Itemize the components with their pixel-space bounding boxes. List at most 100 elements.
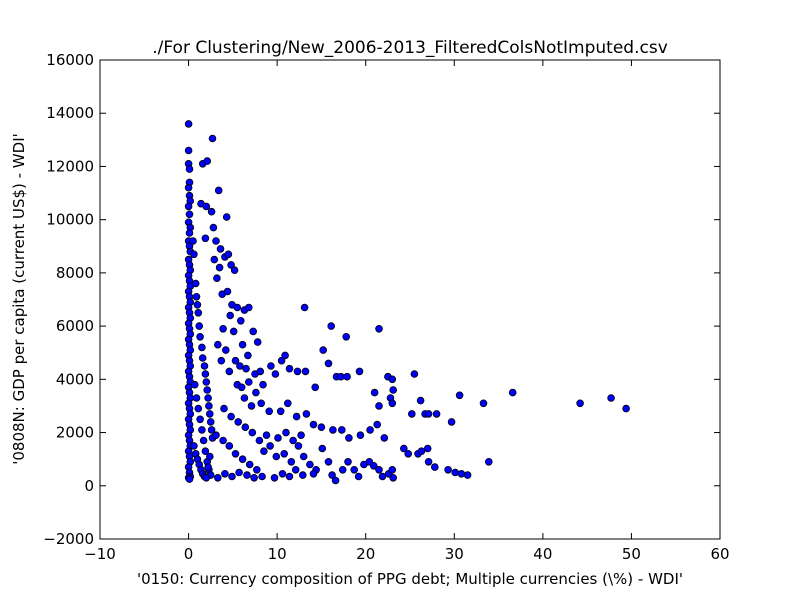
data-point [281, 351, 289, 360]
data-point [202, 202, 211, 211]
data-point [214, 186, 223, 195]
data-point [378, 472, 387, 481]
data-point [455, 391, 464, 400]
x-tick-label: 30 [445, 545, 464, 563]
y-tick-label: 4000 [56, 370, 94, 388]
data-point [212, 431, 220, 440]
data-point [388, 399, 397, 408]
data-point [214, 473, 222, 482]
data-point [191, 279, 200, 288]
data-point [201, 447, 210, 456]
data-point [289, 436, 297, 445]
data-point [423, 444, 432, 453]
data-point [285, 472, 294, 481]
data-point [380, 434, 389, 442]
data-point [192, 292, 201, 301]
data-point [224, 250, 233, 259]
data-point [271, 370, 280, 378]
chart-title: ./For Clustering/New_2006-2013_FilteredC… [152, 38, 668, 58]
data-point [417, 447, 426, 456]
data-point [258, 472, 266, 481]
data-point [607, 394, 615, 402]
data-point [198, 354, 207, 362]
data-point [190, 250, 198, 259]
data-point [216, 245, 225, 253]
data-point [233, 303, 242, 312]
data-point [190, 442, 198, 450]
data-point [300, 303, 309, 312]
data-point [229, 327, 238, 336]
data-point [293, 367, 302, 376]
data-point [225, 442, 234, 450]
data-point [222, 213, 231, 221]
data-point [306, 460, 314, 469]
data-point [185, 229, 194, 237]
data-point [366, 426, 374, 434]
data-point [388, 465, 397, 474]
data-point [451, 468, 460, 477]
data-point [309, 469, 318, 478]
data-point [424, 410, 433, 418]
x-tick-label: 20 [356, 545, 375, 563]
data-point [430, 463, 439, 471]
data-point [324, 359, 333, 368]
y-tick-label: −2000 [43, 530, 94, 548]
data-point [226, 311, 235, 320]
data-point [484, 457, 493, 466]
data-point [277, 356, 286, 365]
data-point [200, 362, 209, 370]
data-point [184, 146, 193, 155]
data-point [212, 237, 220, 245]
data-point [230, 266, 239, 275]
data-point [370, 388, 379, 397]
data-point [184, 183, 193, 192]
data-point [278, 469, 287, 478]
data-point [202, 473, 211, 482]
data-point [274, 434, 282, 442]
x-axis-label: '0150: Currency composition of PPG debt;… [137, 570, 683, 588]
data-point [280, 449, 289, 458]
data-point [355, 367, 364, 376]
y-tick-label: 10000 [46, 211, 94, 229]
data-point [214, 340, 222, 349]
data-point [354, 472, 363, 481]
data-point [317, 423, 326, 432]
data-point [399, 444, 408, 453]
data-point [223, 287, 232, 296]
data-point [283, 399, 292, 408]
data-point [227, 261, 235, 269]
x-tick-label: 60 [710, 545, 729, 563]
data-point [282, 428, 290, 437]
data-point [228, 472, 236, 481]
data-point [242, 364, 250, 373]
data-point [245, 460, 254, 469]
data-point [206, 452, 214, 461]
data-point [219, 324, 227, 333]
data-point [195, 322, 204, 330]
data-point [297, 431, 305, 440]
data-point [256, 367, 265, 376]
data-point [424, 457, 433, 466]
data-point [217, 356, 226, 365]
data-point [407, 410, 416, 418]
data-point [215, 263, 224, 272]
data-point [203, 157, 212, 165]
y-tick-label: 2000 [56, 424, 94, 442]
data-point [301, 367, 310, 376]
data-point [184, 202, 193, 211]
y-tick-label: 8000 [56, 264, 94, 282]
data-point [291, 465, 300, 474]
data-point [404, 449, 413, 458]
data-point [237, 316, 245, 325]
data-point [225, 367, 234, 376]
data-point [389, 386, 398, 394]
data-point [311, 383, 320, 392]
data-points [184, 120, 630, 485]
data-point [479, 399, 488, 408]
data-point [416, 396, 425, 405]
data-point [328, 471, 336, 479]
data-point [240, 394, 249, 402]
data-point [238, 340, 247, 349]
data-point [247, 402, 256, 410]
